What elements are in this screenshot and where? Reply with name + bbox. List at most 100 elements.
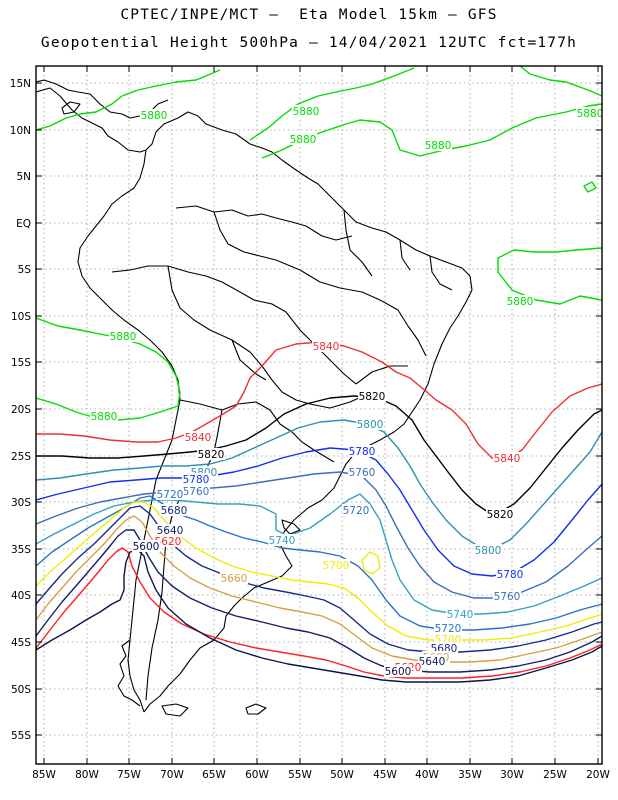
contour-5800	[36, 419, 602, 549]
contour-label-bg	[342, 504, 370, 516]
map-frame	[35, 65, 603, 765]
contour-label: 5740	[447, 609, 474, 621]
contour-label-bg	[493, 590, 521, 602]
lat-label: 5S	[18, 264, 32, 276]
lon-label: 75W	[117, 769, 141, 781]
lat-label: 40S	[11, 590, 31, 602]
lon-label: 80W	[75, 769, 99, 781]
title-line-2: Geopotential Height 500hPa – 14/04/2021 …	[40, 35, 578, 51]
lagoon	[281, 519, 301, 535]
falkland-islands	[245, 703, 267, 715]
caribbean-south-america-coast	[143, 111, 473, 713]
contour-label-bg	[493, 452, 521, 464]
contour-5700-ring	[361, 551, 381, 575]
contour-5600	[36, 549, 602, 683]
contour-label: 5880	[293, 106, 320, 118]
contour-label: 5640	[157, 525, 184, 537]
title-line-1: CPTEC/INPE/MCT – Eta Model 15km – GFS	[120, 7, 498, 23]
contour-lines	[36, 66, 602, 683]
contour-5660	[36, 515, 602, 663]
contour-label-bg	[154, 535, 182, 547]
contour-label-bg	[496, 568, 524, 580]
contour-label-bg	[197, 448, 225, 460]
contour-label: 5820	[487, 509, 514, 521]
lat-label: 10N	[10, 125, 31, 137]
lon-label: 45W	[373, 769, 397, 781]
contour-label-bg	[109, 330, 137, 342]
lat-label: 20S	[11, 404, 31, 416]
contour-label-bg	[220, 572, 248, 584]
contour-label-bg	[446, 608, 474, 620]
contour-5620	[36, 547, 602, 679]
contour-label: 5800	[357, 419, 384, 431]
contour-label-bg	[418, 655, 446, 667]
contour-label-bg	[132, 540, 160, 552]
contour-label-bg	[384, 665, 412, 677]
lon-label: 30W	[500, 769, 524, 781]
contour-5880-pacific	[36, 317, 181, 421]
contour-label-bg	[140, 109, 168, 121]
contour-label-bg	[576, 107, 602, 119]
borders-central	[111, 265, 311, 405]
contour-labels: 5880 5880 5880 5880 5880 5880 5880 5880 5840 5840…	[90, 105, 604, 678]
lon-label: 70W	[160, 769, 184, 781]
contour-label: 5840	[313, 341, 340, 353]
contour-label: 5760	[494, 591, 521, 603]
contour-label: 5760	[183, 486, 210, 498]
contour-label-bg	[348, 466, 376, 478]
contour-label-bg	[356, 418, 384, 430]
contour-label: 5780	[183, 474, 210, 486]
contour-label: 5880	[507, 296, 534, 308]
contour-label: 5660	[221, 573, 248, 585]
contour-label-bg	[312, 340, 340, 352]
lat-label: 55S	[11, 730, 31, 742]
contour-label-bg	[90, 410, 118, 422]
patagonia-coast-islands	[117, 639, 189, 717]
contour-label: 5820	[359, 391, 386, 403]
lon-label: 25W	[543, 769, 567, 781]
contour-label: 5780	[497, 569, 524, 581]
latitude-labels: 15N 10N 5N EQ 5S 10S 15S 20S 25S 30S 35S 40S 45S 50S 5…	[10, 78, 32, 742]
lat-label: 15N	[10, 78, 31, 90]
contour-5820	[36, 395, 602, 513]
contour-label-bg	[322, 559, 350, 571]
lon-label: 85W	[32, 769, 56, 781]
lon-label: 60W	[245, 769, 269, 781]
contour-label-bg	[506, 295, 534, 307]
contour-5700-main	[36, 501, 602, 641]
contour-label: 5740	[269, 535, 296, 547]
contour-label-bg	[292, 105, 320, 117]
lat-label: 25S	[11, 451, 31, 463]
contour-5880-atlantic	[261, 103, 602, 159]
lat-label: 35S	[11, 544, 31, 556]
contour-label: 5800	[475, 545, 502, 557]
central-america-coast	[36, 87, 147, 153]
contour-label: 5600	[133, 541, 160, 553]
contour-label: 5780	[349, 446, 376, 458]
lon-label: 35W	[458, 769, 482, 781]
lon-label: 20W	[586, 769, 610, 781]
contour-label: 5880	[577, 108, 604, 120]
lat-label: 5N	[16, 171, 31, 183]
contour-label-bg	[182, 485, 210, 497]
contour-label-bg	[156, 524, 184, 536]
contour-5880-ne	[519, 66, 602, 97]
contour-label: 5760	[349, 467, 376, 479]
brazil-internal-borders	[275, 209, 453, 409]
pacific-south-america-coast	[77, 149, 181, 713]
contour-label: 5880	[425, 140, 452, 152]
contour-label: 5820	[198, 449, 225, 461]
contour-label-bg	[268, 534, 296, 546]
lon-label: 40W	[415, 769, 439, 781]
contour-label: 5720	[435, 623, 462, 635]
contour-label-bg	[424, 139, 452, 151]
lon-label: 65W	[202, 769, 226, 781]
contour-label-bg	[289, 133, 317, 145]
lat-label: 10S	[11, 311, 31, 323]
contour-label: 5880	[290, 134, 317, 146]
contour-label: 5700	[323, 560, 350, 572]
lat-label: 15S	[11, 357, 31, 369]
contour-5680	[36, 505, 602, 653]
contour-label-bg	[348, 445, 376, 457]
